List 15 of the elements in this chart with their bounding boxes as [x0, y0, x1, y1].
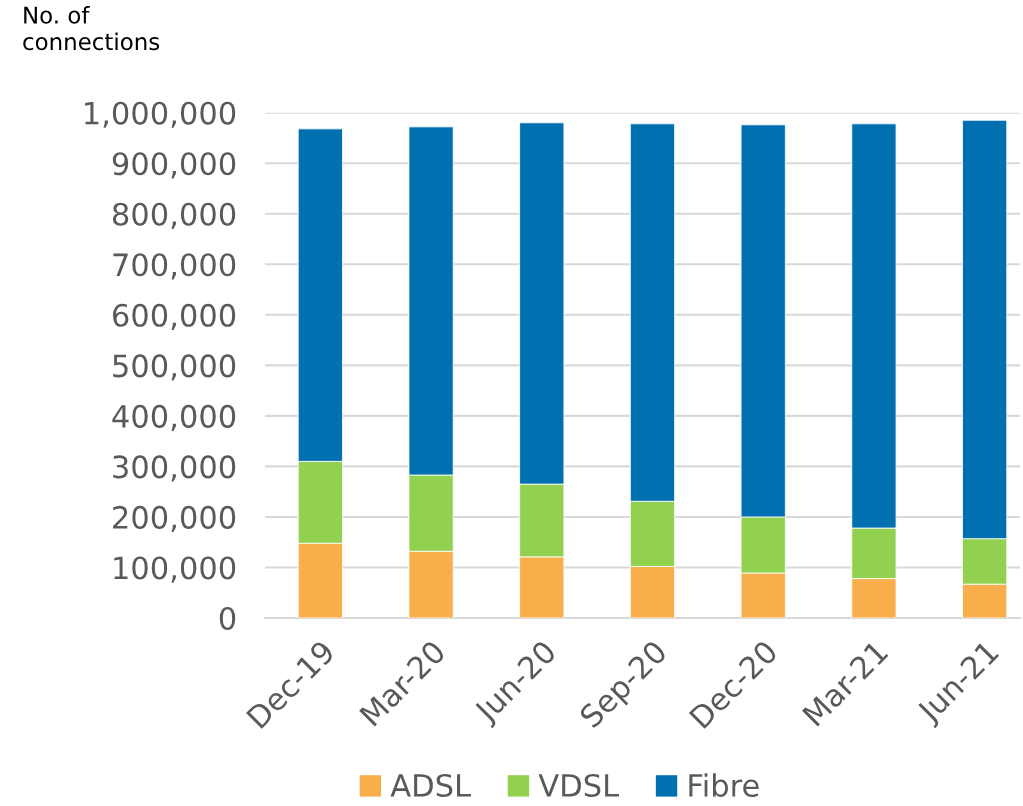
legend-label: ADSL: [390, 773, 471, 798]
y-tick-label: 600,000: [113, 303, 236, 330]
y-tick-label: 300,000: [113, 455, 236, 482]
y-tick-label: 500,000: [113, 354, 236, 381]
legend-label: VDSL: [538, 773, 619, 798]
legend-label: Fibre: [689, 773, 759, 798]
y-tick-label: 400,000: [112, 404, 236, 432]
y-tick-label: 900,000: [112, 152, 236, 179]
y-tick-label: 1,000,000: [85, 101, 236, 128]
y-tick-label: 100,000: [114, 556, 236, 583]
y-tick-label: 200,000: [113, 505, 236, 533]
y-tick-label: 0: [219, 606, 236, 631]
y-tick-label: 800,000: [112, 202, 236, 229]
y-tick-label: 700,000: [113, 253, 236, 280]
y-axis-title: No. of connections: [23, 6, 160, 51]
